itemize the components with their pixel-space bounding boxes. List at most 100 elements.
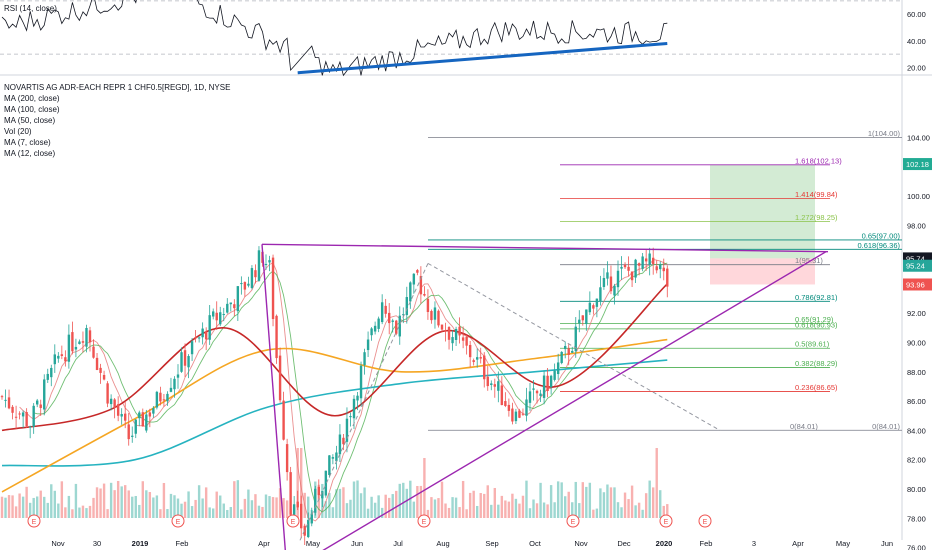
candle-body [490,383,493,386]
volume-bar [641,509,644,518]
candle-body [546,375,549,392]
candle-body [296,501,299,508]
candle-body [92,346,95,358]
candle-body [363,352,366,366]
candle-body [229,302,232,305]
volume-bar [64,507,67,518]
time-axis-label: Feb [176,539,189,548]
volume-bar [447,507,451,518]
volume-bar [352,481,356,518]
volume-bar [155,495,159,518]
candle-body [380,302,384,323]
study-ma50[interactable]: MA (50, close) [4,116,56,125]
volume-bar [630,485,634,518]
price-tick-label: 98.00 [907,221,926,230]
volume-bar [81,505,85,518]
candle-body [518,410,521,418]
volume-bar [342,487,345,518]
volume-bar [275,497,278,518]
volume-bar [595,508,599,518]
time-axis-label: 2019 [132,539,149,548]
volume-bar [430,497,433,518]
time-axis-label: Nov [574,539,588,548]
earnings-marker-label: E [32,519,37,526]
candle-body [85,327,88,347]
candle-body [395,320,398,334]
volume-bar [542,502,546,518]
volume-bar [240,509,243,518]
candle-body [437,310,440,326]
volume-bar [402,482,405,518]
volume-bar [335,489,338,518]
volume-bar [592,509,595,518]
candle-body [71,332,74,352]
volume-bar [616,502,620,518]
fib-extension: 1(104.00) 1.618(102.13) 1.414(99.84) 1.272(… [428,129,902,431]
candle-body [521,413,525,415]
time-axis: Nov 30 2019 Feb Apr May Jun Jul Aug Sep Oct Nov Dec 2… [51,539,893,548]
volume-bar [4,497,7,518]
candle-body [328,455,331,476]
candle-body [504,401,507,406]
candle-body [535,390,539,394]
candle-body [585,309,588,325]
volume-bar [159,509,162,518]
study-vol[interactable]: Vol (20) [4,127,32,136]
volume-bar [282,498,285,518]
earnings-marker [417,514,431,528]
volume-bar [384,494,387,518]
candle-body [21,412,25,417]
study-ma12[interactable]: MA (12, close) [4,149,56,158]
volume-bar [514,498,518,518]
volume-bar [623,492,627,518]
price-tick-label: 84.00 [907,426,926,435]
study-ma100[interactable]: MA (100, close) [4,105,60,114]
volume-bar [57,503,60,518]
study-ma7[interactable]: MA (7, close) [4,138,51,147]
fib-level-label: 0.618(96.36) [857,241,900,250]
triangle-top [261,243,829,253]
rsi-tick-label: 40.00 [907,37,926,46]
volume-bar [546,504,549,518]
volume-bar [370,496,373,518]
time-axis-label: Dec [617,539,631,548]
candle-body [655,266,658,271]
volume-bar [18,493,21,518]
volume-bar [345,503,349,518]
volume-bar [285,500,289,518]
candle-body [226,303,229,313]
candle-body [630,271,634,281]
candle-body [162,399,166,401]
candle-body [609,276,613,292]
candle-body [28,426,32,428]
candle-body [620,266,623,269]
price-tick-label: 104.00 [907,133,930,142]
volume-bar [116,480,120,518]
time-axis-label: Jun [351,539,363,548]
candle-body [46,373,49,380]
volume-bar [486,485,489,518]
time-axis-label: 30 [93,539,101,548]
volume-bar [518,503,521,518]
candle-body [11,406,14,413]
candle-body [507,404,511,411]
candle-body [391,320,394,322]
volume-bar [300,448,303,518]
candle-body [113,399,116,408]
volume-bar [444,503,447,518]
candle-body [574,326,577,352]
candle-body [278,355,282,401]
volume-bar [180,503,183,518]
candle-body [81,341,85,343]
study-ma200[interactable]: MA (200, close) [4,94,60,103]
candle-body [32,405,35,427]
candle-body [166,393,169,402]
candle-body [666,268,669,287]
volume-bar [7,495,11,518]
rsi-tick-label: 20.00 [907,63,926,72]
candle-body [356,395,359,401]
volume-bar [539,482,542,518]
candle-body [236,286,240,312]
volume-bar [666,504,669,518]
